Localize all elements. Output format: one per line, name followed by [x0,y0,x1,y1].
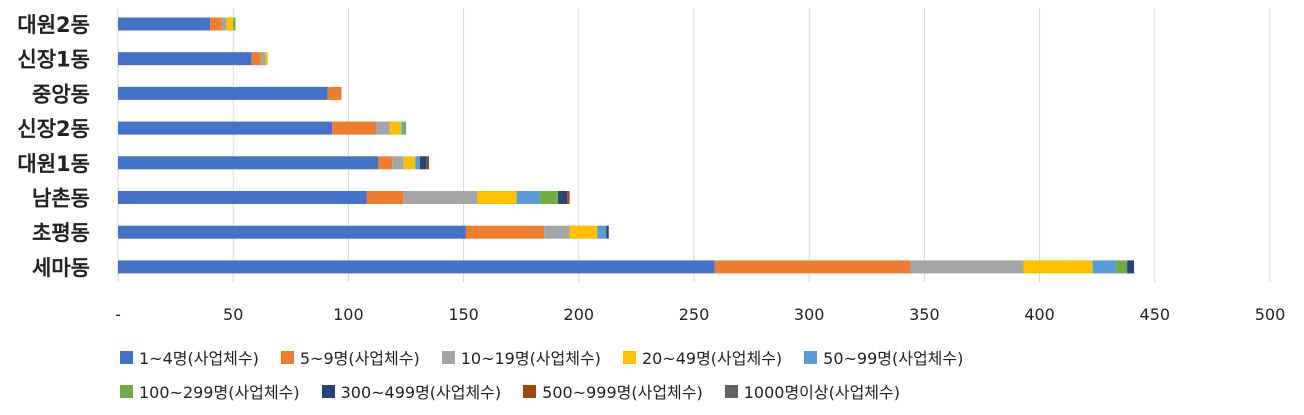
bar-segment [332,121,377,135]
x-tick-label: 250 [679,305,710,324]
bar-segment [376,121,390,135]
x-tick-label: 350 [909,305,940,324]
legend-label: 300~499명(사업체수) [340,383,502,402]
bar-segment [118,156,379,170]
bar-segment [403,156,416,170]
category-label: 초평동 [32,221,90,245]
bar-segment [419,156,427,170]
x-tick-label: 100 [333,305,364,324]
category-label: 대원2동 [17,13,90,37]
bar-segment [118,225,466,239]
legend-swatch [321,384,335,398]
bar-segment [544,225,570,239]
bar-segment [118,52,252,66]
legend-swatch [120,350,133,364]
bar-segment [597,225,607,239]
bar-segment [118,86,328,100]
bar-segment [118,260,715,274]
bar-segment [516,191,540,204]
x-tick-label: 150 [448,305,479,324]
legend-swatch [280,350,294,364]
bar-segment [389,121,402,135]
legend-label: 50~99명(사업체수) [823,349,964,368]
bar-segment [910,260,1024,274]
bar-segment [118,121,333,135]
x-tick-label: 50 [223,305,243,324]
bar-segment [465,225,545,239]
legend-label: 10~19명(사업체수) [460,349,601,368]
bar-segment [567,191,570,204]
x-tick-label: 400 [1024,305,1055,324]
legend-item: 300~499명(사업체수) [321,379,502,403]
bar-segment [251,52,261,66]
category-label: 신장2동 [17,117,90,141]
bar-segment [221,17,227,31]
bar-segment [401,121,404,135]
bar-segment [378,156,393,170]
legend-swatch [441,350,455,364]
legend-row: 1~4명(사업체수) 5~9명(사업체수) 10~19명(사업체수) 20~49명(사… [120,340,1290,374]
legend-item: 500~999명(사업체수) [523,379,703,403]
bar-segment [415,156,420,170]
legend: 1~4명(사업체수) 5~9명(사업체수) 10~19명(사업체수) 20~49명(사… [120,340,1290,408]
legend-swatch [804,350,818,364]
legend-item: 5~9명(사업체수) [280,345,420,369]
legend-item: 20~49명(사업체수) [622,345,783,369]
bar-segment [403,121,406,135]
gridlines [117,8,1271,282]
bar-segment [226,17,234,31]
x-tick-label: 500 [1255,305,1286,324]
legend-item: 100~299명(사업체수) [120,379,300,403]
x-tick-label: 300 [794,305,825,324]
legend-label: 20~49명(사업체수) [641,349,783,368]
category-label: 신장1동 [17,48,90,72]
legend-label: 1~4명(사업체수) [139,349,259,368]
legend-label: 1000명이상(사업체수) [743,383,900,402]
bar-segment [426,156,430,170]
legend-row: 100~299명(사업체수) 300~499명(사업체수) 500~999명(사업체… [120,374,1290,408]
legend-label: 500~999명(사업체수) [542,383,703,402]
bar-segment [210,17,222,31]
bar-segment [1127,260,1135,274]
bar-segment [477,191,517,204]
bar-segment [606,225,609,239]
bar-segment [233,17,236,31]
bar-segment [392,156,404,170]
legend-swatch [523,384,537,398]
category-label: 세마동 [32,256,90,280]
legend-swatch [120,384,133,398]
category-label: 대원1동 [17,152,90,176]
legend-item: 10~19명(사업체수) [441,345,601,369]
legend-swatch [622,350,636,364]
x-tick-label: 450 [1140,305,1171,324]
category-label: 중앙동 [32,82,90,106]
legend-item: 1000명이상(사업체수) [724,379,900,403]
bars [118,17,1135,274]
legend-label: 5~9명(사업체수) [299,349,420,368]
bar-segment [403,191,478,204]
bar-segment [569,225,598,239]
bar-segment [260,52,266,66]
legend-item: 50~99명(사업체수) [804,345,963,369]
bar-segment [539,191,559,204]
x-axis-ticks: - 50 100 150 200 250 300 350 400 450 500 [115,305,1285,324]
bar-segment [118,191,367,204]
bar-segment [366,191,404,204]
bar-segment [1023,260,1093,274]
bar-segment [714,260,911,274]
category-label: 남촌동 [32,187,90,211]
x-tick-label: 200 [564,305,595,324]
bar-segment [558,191,568,204]
bar-segment [118,17,211,31]
bar-segment [1092,260,1116,274]
legend-item: 1~4명(사업체수) [120,345,259,369]
bar-segment [265,52,268,66]
legend-swatch [724,384,738,398]
legend-label: 100~299명(사업체수) [139,383,300,402]
bar-segment [1115,260,1128,274]
bar-segment [327,86,342,100]
x-tick-label: - [115,305,121,324]
